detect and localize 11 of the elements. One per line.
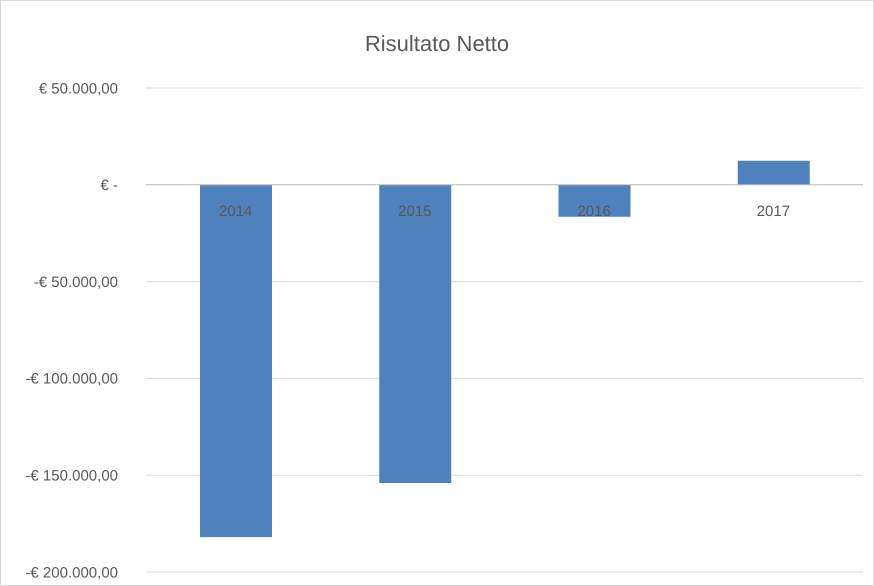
y-tick-label: -€ 150.000,00 bbox=[25, 468, 118, 485]
y-tick-label: -€ 50.000,00 bbox=[34, 274, 118, 291]
x-tick-label: 2017 bbox=[756, 203, 790, 220]
y-tick-label: -€ 100.000,00 bbox=[25, 370, 118, 388]
chart-title: Risultato Netto bbox=[364, 31, 510, 57]
y-tick-label: € 50.000,00 bbox=[38, 80, 118, 98]
x-tick-label: 2014 bbox=[218, 203, 252, 220]
x-tick-label: 2015 bbox=[398, 203, 432, 220]
y-tick-label: -€ 200.000,00 bbox=[25, 564, 118, 582]
x-tick-label: 2016 bbox=[577, 203, 611, 220]
y-tick-label: € - bbox=[100, 177, 118, 194]
